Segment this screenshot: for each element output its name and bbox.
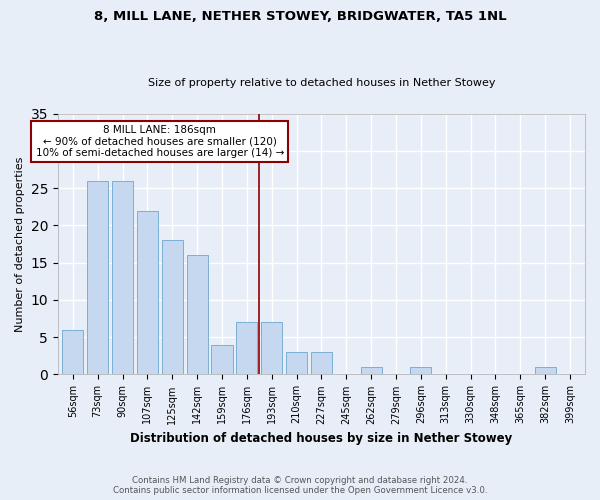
Text: 8, MILL LANE, NETHER STOWEY, BRIDGWATER, TA5 1NL: 8, MILL LANE, NETHER STOWEY, BRIDGWATER,…	[94, 10, 506, 23]
Bar	[211, 344, 233, 374]
Bar	[311, 352, 332, 374]
Bar	[535, 367, 556, 374]
Bar	[162, 240, 183, 374]
Bar	[112, 181, 133, 374]
Text: 8 MILL LANE: 186sqm
← 90% of detached houses are smaller (120)
10% of semi-detac: 8 MILL LANE: 186sqm ← 90% of detached ho…	[35, 125, 284, 158]
Bar	[62, 330, 83, 374]
Bar	[286, 352, 307, 374]
X-axis label: Distribution of detached houses by size in Nether Stowey: Distribution of detached houses by size …	[130, 432, 512, 445]
Bar	[187, 256, 208, 374]
Bar	[261, 322, 282, 374]
Bar	[87, 181, 108, 374]
Bar	[137, 210, 158, 374]
Bar	[236, 322, 257, 374]
Bar	[410, 367, 431, 374]
Text: Contains HM Land Registry data © Crown copyright and database right 2024.
Contai: Contains HM Land Registry data © Crown c…	[113, 476, 487, 495]
Bar	[361, 367, 382, 374]
Y-axis label: Number of detached properties: Number of detached properties	[15, 156, 25, 332]
Title: Size of property relative to detached houses in Nether Stowey: Size of property relative to detached ho…	[148, 78, 495, 88]
